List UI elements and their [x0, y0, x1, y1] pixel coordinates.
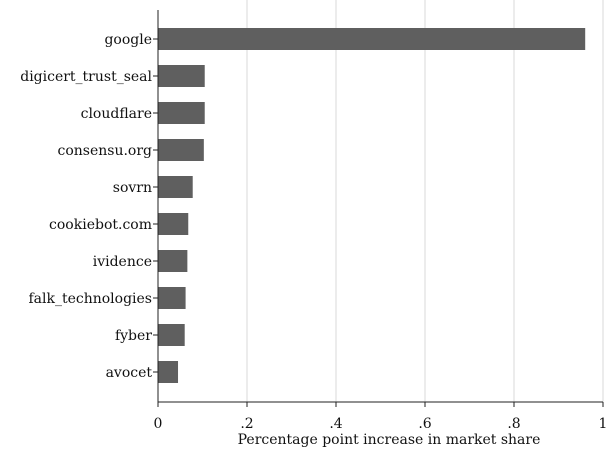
x-tick-label-5: 1: [599, 416, 608, 432]
bar-digicert_trust_seal: [158, 65, 205, 87]
category-label-falk_technologies: falk_technologies: [28, 291, 152, 307]
bar-cloudflare: [158, 102, 205, 124]
category-label-ividence: ividence: [93, 254, 152, 270]
category-label-cookiebot.com: cookiebot.com: [49, 217, 152, 233]
x-tick-label-0: 0: [154, 416, 163, 432]
bar-sovrn: [158, 176, 193, 198]
category-label-avocet: avocet: [106, 365, 153, 381]
bars: [158, 28, 586, 383]
category-label-consensu.org: consensu.org: [57, 143, 152, 159]
bar-cookiebot.com: [158, 213, 189, 235]
axes: [153, 10, 603, 403]
bar-fyber: [158, 324, 185, 346]
category-label-google: google: [104, 32, 152, 48]
category-label-cloudflare: cloudflare: [81, 106, 152, 122]
bar-consensu.org: [158, 139, 204, 161]
category-label-fyber: fyber: [115, 328, 152, 344]
bar-ividence: [158, 250, 188, 272]
bar-falk_technologies: [158, 287, 186, 309]
x-tick-label-4: .8: [507, 416, 520, 432]
x-axis-title: Percentage point increase in market shar…: [238, 432, 541, 448]
bar-google: [158, 28, 586, 50]
x-tick-label-2: .4: [329, 416, 342, 432]
grid-lines: [246, 0, 604, 402]
bar-avocet: [158, 361, 179, 383]
category-labels: google digicert_trust_seal cloudflare conse…: [20, 32, 152, 381]
x-tick-label-1: .2: [240, 416, 253, 432]
x-ticks: 0 .2 .4 .6 .8 1: [154, 402, 608, 432]
x-tick-label-3: .6: [418, 416, 431, 432]
category-label-digicert_trust_seal: digicert_trust_seal: [20, 69, 152, 85]
category-label-sovrn: sovrn: [113, 180, 152, 196]
